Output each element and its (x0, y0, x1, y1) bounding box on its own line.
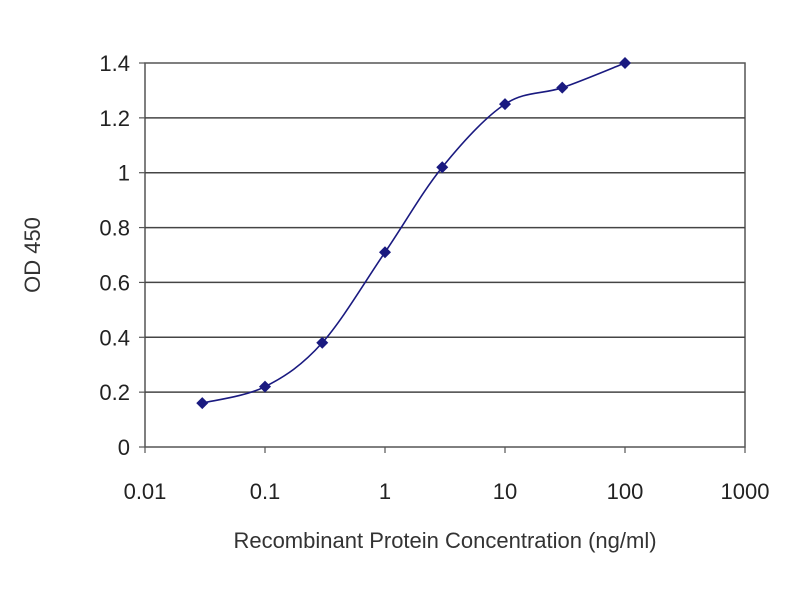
y-tick-labels: 0 0.2 0.4 0.6 0.8 1 1.2 1.4 (99, 51, 145, 460)
x-tick-labels: 0.01 0.1 1 10 100 1000 (124, 447, 770, 504)
y-tick-label: 0.4 (99, 325, 130, 350)
x-tick-label: 1000 (721, 479, 770, 504)
y-tick-label: 0.2 (99, 380, 130, 405)
data-points (196, 57, 631, 410)
y-tick-label: 1.2 (99, 106, 130, 131)
fit-curve (202, 62, 626, 404)
x-axis-title: Recombinant Protein Concentration (ng/ml… (233, 528, 656, 553)
x-tick-label: 100 (607, 479, 644, 504)
y-tick-label: 0.8 (99, 216, 130, 241)
y-axis-title: OD 450 (20, 217, 45, 293)
y-tick-label: 1 (118, 161, 130, 186)
data-point (259, 380, 271, 393)
grid-lines (145, 117, 745, 393)
x-tick-label: 0.01 (124, 479, 167, 504)
data-point (436, 161, 449, 174)
y-tick-label: 0.6 (99, 270, 130, 295)
data-point (499, 98, 511, 111)
y-tick-label: 1.4 (99, 51, 130, 76)
x-tick-label: 1 (379, 479, 391, 504)
x-tick-label: 0.1 (250, 479, 281, 504)
x-tick-label: 10 (493, 479, 517, 504)
data-point (196, 397, 209, 410)
data-point (619, 57, 631, 69)
data-point (379, 246, 391, 259)
data-point (316, 336, 329, 349)
plot-area (144, 62, 746, 448)
y-tick-label: 0 (118, 435, 130, 460)
data-point (556, 81, 569, 94)
